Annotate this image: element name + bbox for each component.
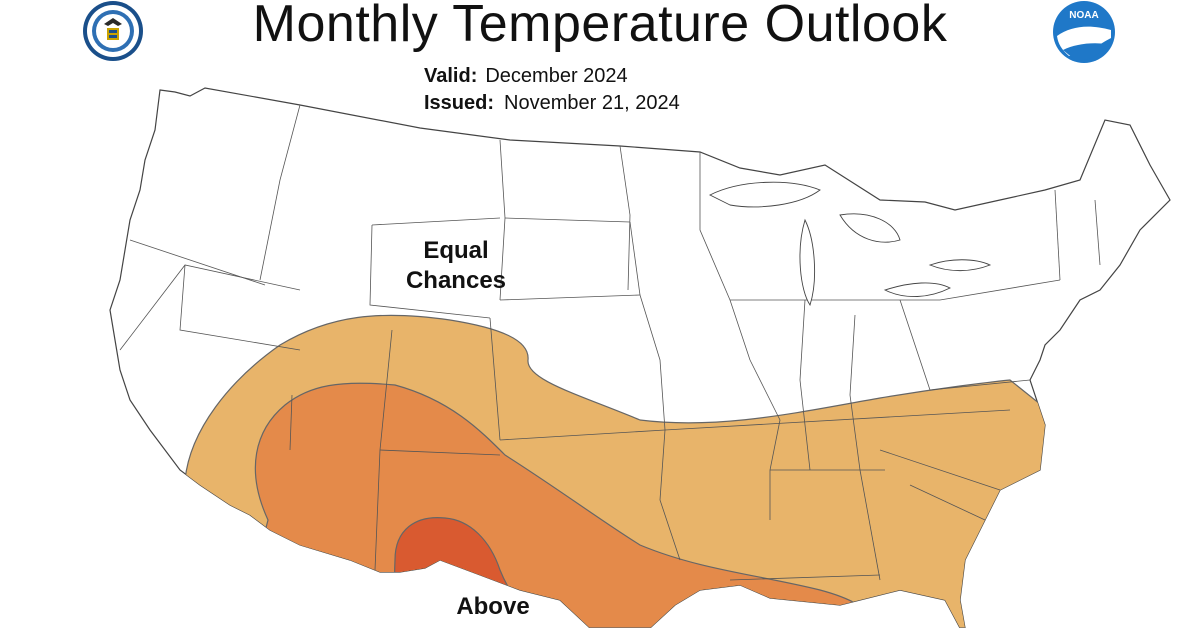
issued-label: Issued: xyxy=(424,92,495,114)
page-title: Monthly Temperature Outlook xyxy=(252,0,948,53)
great-lakes xyxy=(708,181,992,307)
noaa-logo-icon: NOAA xyxy=(1053,1,1115,63)
issued-value: November 21, 2024 xyxy=(504,92,680,114)
valid-value: December 2024 xyxy=(485,65,628,87)
valid-date-row: Valid: December 2024 xyxy=(424,65,628,88)
state-boundaries xyxy=(119,104,1101,581)
equal-chances-label: Equal Chances xyxy=(392,236,520,296)
equal-chances-text: Equal Chances xyxy=(405,237,507,294)
issued-date-row: Issued: November 21, 2024 xyxy=(424,92,680,115)
noaa-text: NOAA xyxy=(1069,10,1098,21)
valid-label: Valid: xyxy=(424,65,478,87)
doc-seal-icon xyxy=(83,1,143,61)
above-label: Above xyxy=(456,593,530,620)
